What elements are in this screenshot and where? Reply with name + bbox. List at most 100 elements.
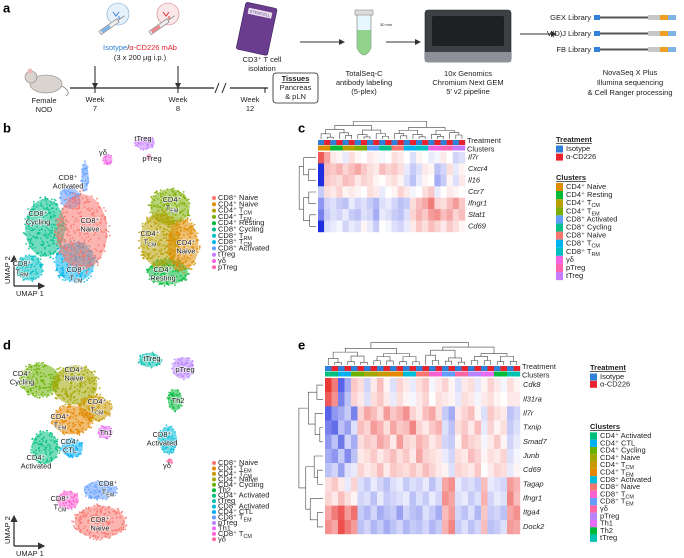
cell-dot — [37, 276, 40, 279]
heatmap-cell — [500, 463, 508, 478]
cell-dot — [85, 267, 88, 269]
legend-swatch — [212, 246, 216, 251]
cell-dot — [65, 448, 67, 451]
heatmap-cell — [435, 406, 443, 421]
cell-dot — [77, 242, 80, 244]
cell-dot — [168, 426, 171, 428]
cell-dot — [186, 219, 189, 221]
cell-dot — [16, 271, 19, 274]
cell-dot — [160, 359, 163, 361]
cell-dot — [83, 255, 85, 258]
cell-dot — [30, 366, 32, 369]
cell-dot — [156, 234, 159, 237]
cell-dot — [81, 189, 84, 192]
cluster-cell — [348, 145, 355, 151]
cell-dot — [153, 229, 156, 232]
cell-dot — [185, 205, 188, 208]
heatmap-cell — [461, 392, 469, 407]
cell-dot — [167, 239, 170, 242]
cell-dot — [174, 410, 177, 412]
heatmap-cell — [422, 434, 430, 450]
legend-label: γδ — [218, 256, 226, 265]
cell-dot — [72, 401, 75, 404]
cell-dot — [26, 276, 28, 279]
cell-dot — [59, 406, 62, 408]
cell-dot — [170, 393, 172, 395]
heatmap-cell — [416, 152, 423, 164]
cell-dot — [172, 249, 175, 252]
heatmap-cell — [396, 463, 404, 478]
cell-dot — [65, 374, 68, 377]
cell-dot — [82, 264, 85, 267]
cell-dot — [140, 254, 143, 257]
cell-dot — [25, 365, 27, 368]
heatmap-cell — [487, 491, 495, 506]
heatmap-cell — [351, 406, 358, 421]
cell-dot — [76, 428, 79, 431]
cell-dot — [149, 244, 152, 247]
heatmap-cell — [331, 392, 339, 407]
cell-dot — [35, 252, 38, 255]
legend-swatch — [556, 247, 563, 256]
cell-dot — [81, 179, 83, 182]
cell-dot — [97, 537, 99, 540]
cell-dot — [86, 512, 89, 515]
cell-dot — [92, 412, 94, 414]
text-part: CD8⁺ Activated — [218, 243, 269, 252]
cell-dot — [71, 207, 74, 210]
cell-dot — [161, 268, 164, 270]
heatmap-cell — [403, 434, 410, 450]
cell-dot — [46, 429, 48, 432]
cell-dot — [75, 447, 78, 449]
cell-dot — [141, 230, 144, 233]
cell-dot — [46, 241, 49, 244]
cell-dot — [106, 412, 108, 415]
heatmap-cell — [379, 163, 386, 176]
cell-dot — [38, 449, 41, 452]
cell-dot — [71, 520, 73, 523]
heatmap-cell — [440, 209, 447, 221]
cell-dot — [154, 218, 157, 221]
cell-dot — [166, 250, 169, 253]
cell-dot — [183, 230, 186, 233]
cell-dot — [106, 401, 108, 404]
cell-dot — [79, 425, 82, 427]
cell-dot — [179, 212, 181, 215]
cell-dot — [170, 404, 173, 406]
cell-dot — [156, 278, 158, 281]
cell-dot — [84, 383, 87, 386]
heatmap-cell — [367, 197, 374, 210]
cell-dot — [184, 363, 187, 366]
cell-dot — [151, 266, 154, 269]
cell-dot — [143, 251, 146, 253]
cell-dot — [54, 386, 57, 388]
cell-dot — [53, 236, 55, 239]
cell-dot — [66, 396, 69, 399]
cell-dot — [151, 212, 154, 214]
cell-dot — [27, 272, 30, 275]
cell-dot — [150, 366, 153, 369]
cell-dot — [73, 269, 75, 271]
cell-dot — [99, 256, 102, 259]
heatmap-cell — [422, 491, 430, 506]
cell-dot — [64, 442, 67, 445]
cell-dot — [29, 242, 31, 245]
cell-dot — [36, 379, 38, 382]
cell-dot — [94, 254, 96, 257]
cell-dot — [167, 284, 170, 286]
cell-dot — [168, 453, 171, 455]
cell-dot — [82, 164, 84, 167]
cell-dot — [147, 139, 150, 142]
dendrogram — [320, 121, 463, 139]
cell-dot — [32, 443, 35, 445]
cell-dot — [52, 213, 55, 216]
cell-dot — [137, 138, 140, 140]
cell-dot — [174, 431, 177, 433]
treatment-cell — [379, 140, 386, 145]
legend-swatch — [212, 477, 216, 482]
heatmap-cell — [385, 174, 392, 187]
cell-dot — [89, 238, 92, 241]
cell-dot — [97, 405, 99, 408]
heatmap-cell — [446, 186, 453, 198]
heatmap-cell — [428, 197, 435, 210]
